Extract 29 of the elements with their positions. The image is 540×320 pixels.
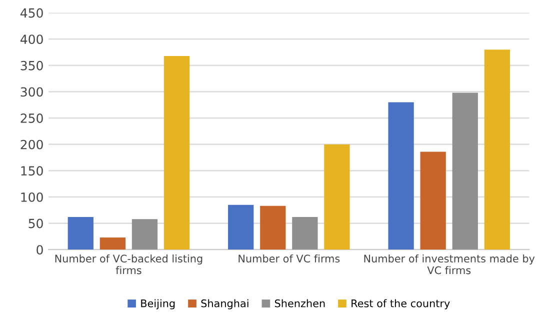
y-tick-label: 150 — [21, 166, 43, 176]
bar — [260, 206, 286, 250]
x-tick-label: Number of VC-backed listing firms — [55, 254, 202, 274]
bar — [420, 152, 446, 250]
y-tick-label: 100 — [21, 192, 43, 202]
bar — [132, 219, 158, 250]
legend-label: Shanghai — [201, 299, 248, 310]
y-tick-label: 450 — [20, 8, 43, 18]
bar — [100, 237, 126, 250]
bar — [68, 216, 94, 250]
x-tick-label: Number of VC firms — [238, 254, 340, 263]
y-tick-label: 250 — [20, 114, 43, 123]
y-tick-label: 400 — [20, 34, 43, 44]
bar — [292, 216, 318, 250]
legend-label: Shenzhen — [274, 299, 325, 308]
bar — [228, 204, 254, 250]
bar — [484, 50, 510, 250]
legend-label: Rest of the country — [352, 299, 450, 310]
y-tick-label: 0 — [36, 245, 43, 255]
y-tick-label: 300 — [20, 87, 43, 97]
x-tick-label: Number of investments made by VC firms — [364, 254, 535, 274]
bar — [388, 102, 414, 250]
y-tick-label: 200 — [20, 140, 43, 150]
y-tick-label: 350 — [20, 60, 43, 70]
y-tick-label: 50 — [28, 218, 43, 228]
bar — [324, 144, 350, 250]
bar — [452, 92, 478, 250]
legend-label: Beijing — [141, 299, 175, 310]
bar — [164, 56, 190, 250]
